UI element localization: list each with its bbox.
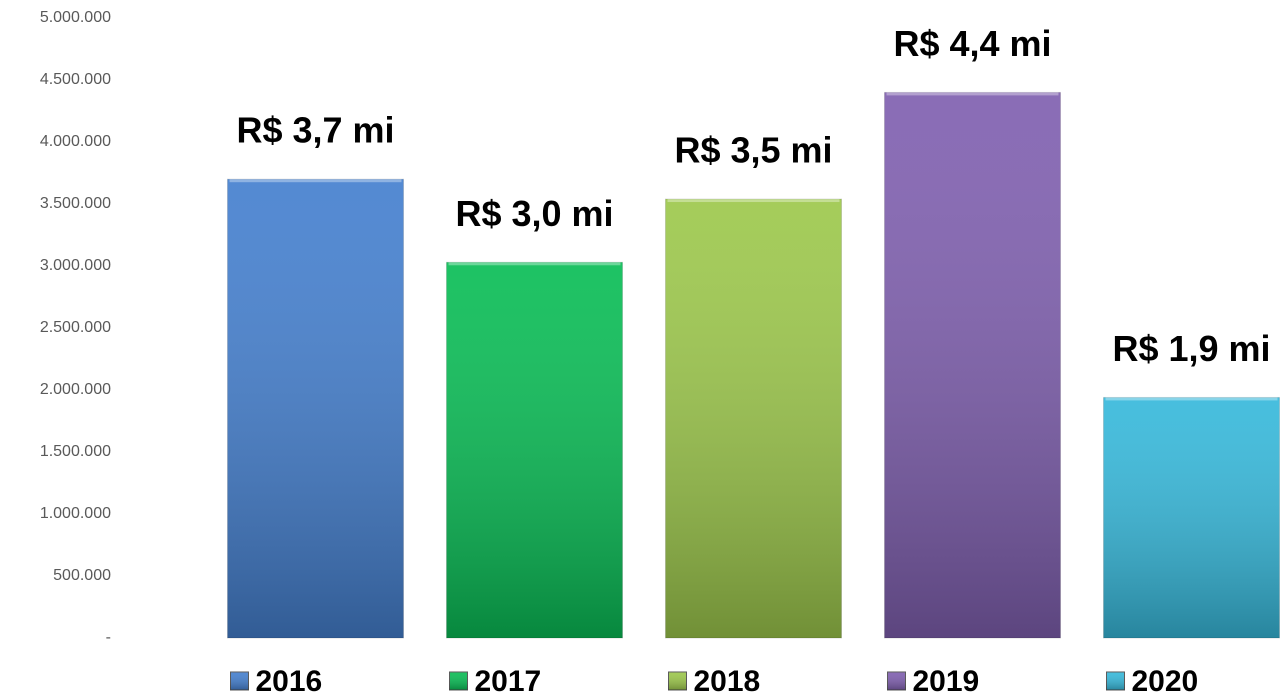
value-label: R$ 3,0 mi — [455, 193, 613, 234]
bar-highlight — [1105, 397, 1278, 401]
value-label: R$ 4,4 mi — [893, 23, 1051, 64]
value-label: R$ 1,9 mi — [1112, 328, 1270, 369]
bar-highlight — [667, 199, 840, 203]
y-tick-label: 4.500.000 — [40, 71, 111, 88]
legend-label: 2020 — [1132, 665, 1199, 696]
legend-swatch-shade — [449, 672, 468, 690]
bar — [446, 261, 623, 639]
y-tick-label: 2.500.000 — [40, 319, 111, 336]
legend-swatch-shade — [1106, 672, 1125, 690]
y-tick-label: - — [106, 629, 111, 646]
bar — [884, 91, 1061, 639]
bar — [227, 178, 404, 639]
legend-swatch-shade — [230, 672, 249, 690]
y-tick-label: 2.000.000 — [40, 381, 111, 398]
y-tick-label: 1.000.000 — [40, 505, 111, 522]
bar — [665, 198, 842, 639]
bar-highlight — [448, 262, 621, 266]
legend-label: 2018 — [694, 665, 761, 696]
legend-swatch-shade — [887, 672, 906, 690]
bar-highlight — [229, 179, 402, 183]
legend-label: 2016 — [256, 665, 323, 696]
value-label: R$ 3,5 mi — [674, 130, 832, 171]
legend-swatch-shade — [668, 672, 687, 690]
legend-label: 2017 — [475, 665, 542, 696]
bar-highlight — [886, 92, 1059, 96]
legend-label: 2019 — [913, 665, 980, 696]
y-tick-label: 3.500.000 — [40, 195, 111, 212]
value-label: R$ 3,7 mi — [236, 110, 394, 151]
y-tick-label: 5.000.000 — [40, 9, 111, 26]
bar — [1103, 396, 1280, 639]
y-tick-label: 4.000.000 — [40, 133, 111, 150]
y-tick-label: 3.000.000 — [40, 257, 111, 274]
y-tick-label: 500.000 — [53, 567, 111, 584]
y-tick-label: 1.500.000 — [40, 443, 111, 460]
